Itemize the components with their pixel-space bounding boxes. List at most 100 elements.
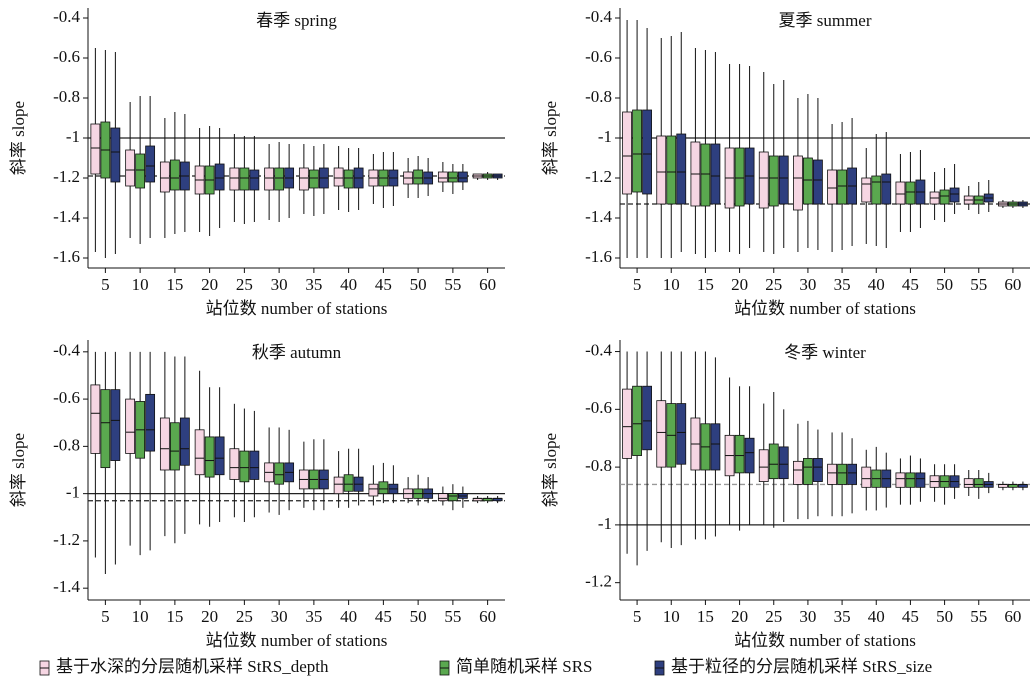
box xyxy=(229,167,240,191)
x-tick-label: 35 xyxy=(305,607,322,626)
x-axis-label: 站位数 number of stations xyxy=(206,299,388,318)
y-tick-label: -1.6 xyxy=(585,247,612,266)
box xyxy=(145,393,156,452)
y-tick-label: -0.4 xyxy=(53,7,80,26)
x-tick-label: 50 xyxy=(410,275,427,294)
box xyxy=(145,145,156,183)
x-tick-label: 55 xyxy=(444,607,461,626)
box xyxy=(264,167,275,191)
box xyxy=(939,189,950,205)
x-tick-label: 45 xyxy=(375,607,392,626)
y-tick-label: -1.2 xyxy=(585,572,612,591)
y-tick-label: -0.8 xyxy=(53,435,80,454)
y-tick-label: -0.6 xyxy=(585,47,612,66)
x-tick-label: 10 xyxy=(663,275,680,294)
box xyxy=(135,153,146,189)
box xyxy=(861,466,872,488)
x-tick-label: 40 xyxy=(868,275,885,294)
box xyxy=(447,171,458,183)
x-tick-label: 40 xyxy=(340,607,357,626)
box xyxy=(915,472,926,488)
box xyxy=(632,109,642,193)
x-tick-label: 35 xyxy=(834,275,851,294)
box xyxy=(895,472,906,488)
x-axis-label: 站位数 number of stations xyxy=(206,631,388,650)
x-tick-label: 25 xyxy=(236,275,253,294)
box xyxy=(905,181,916,205)
box xyxy=(837,169,847,205)
x-tick-label: 40 xyxy=(868,607,885,626)
box xyxy=(308,169,319,189)
y-tick-label: -1.4 xyxy=(53,577,80,596)
x-tick-label: 25 xyxy=(765,607,782,626)
box xyxy=(827,169,837,205)
box xyxy=(239,450,250,483)
y-tick-label: -0.4 xyxy=(585,340,612,359)
box xyxy=(656,135,667,205)
box xyxy=(758,151,769,209)
x-tick-label: 45 xyxy=(375,275,392,294)
x-tick-label: 25 xyxy=(765,275,782,294)
box xyxy=(125,398,136,454)
box xyxy=(249,450,260,480)
box xyxy=(710,423,721,471)
legend-label: 简单随机采样 SRS xyxy=(456,657,593,676)
y-axis-label: 斜率 slope xyxy=(9,101,28,175)
box xyxy=(169,159,180,191)
x-tick-label: 15 xyxy=(166,275,183,294)
box xyxy=(793,460,803,485)
x-tick-label: 10 xyxy=(132,275,149,294)
x-tick-label: 15 xyxy=(697,607,714,626)
box xyxy=(813,159,823,205)
box xyxy=(274,167,285,191)
legend-label: 基于水深的分层随机采样 StRS_depth xyxy=(56,657,329,676)
box xyxy=(249,169,260,191)
box xyxy=(229,448,240,480)
x-tick-label: 50 xyxy=(936,607,953,626)
x-tick-label: 15 xyxy=(697,275,714,294)
x-tick-label: 25 xyxy=(236,607,253,626)
box xyxy=(734,147,745,207)
box xyxy=(194,429,205,476)
box xyxy=(457,171,468,183)
box xyxy=(239,167,250,191)
box xyxy=(447,493,458,502)
box xyxy=(378,481,389,495)
box xyxy=(778,446,789,480)
y-axis-label: 斜率 slope xyxy=(541,101,560,175)
box xyxy=(700,143,711,207)
box xyxy=(963,478,974,488)
x-tick-label: 20 xyxy=(731,607,748,626)
y-axis-label: 斜率 slope xyxy=(541,433,560,507)
y-tick-label: -1.6 xyxy=(53,247,80,266)
y-tick-label: -1.2 xyxy=(53,530,80,549)
y-tick-label: -1 xyxy=(66,127,80,146)
y-tick-label: -1.2 xyxy=(53,167,80,186)
box xyxy=(837,463,847,485)
x-tick-label: 15 xyxy=(166,607,183,626)
box xyxy=(758,449,769,482)
x-tick-label: 45 xyxy=(902,607,919,626)
box xyxy=(100,389,111,469)
box xyxy=(125,149,136,187)
x-tick-label: 5 xyxy=(633,607,642,626)
box xyxy=(710,143,721,205)
box xyxy=(744,437,755,474)
box xyxy=(110,389,121,461)
y-axis-label: 斜率 slope xyxy=(9,433,28,507)
panel-title: 冬季 winter xyxy=(784,343,866,362)
y-tick-label: -0.6 xyxy=(585,398,612,417)
box xyxy=(895,181,906,205)
box xyxy=(159,417,170,471)
box xyxy=(274,462,285,485)
x-tick-label: 40 xyxy=(340,275,357,294)
box xyxy=(656,400,667,468)
box xyxy=(90,384,101,454)
legend-label: 基于粒径的分层随机采样 StRS_size xyxy=(671,657,932,676)
box xyxy=(676,133,687,205)
box xyxy=(847,463,857,485)
box xyxy=(179,417,190,466)
y-tick-label: -1.4 xyxy=(53,207,80,226)
box xyxy=(204,436,215,478)
